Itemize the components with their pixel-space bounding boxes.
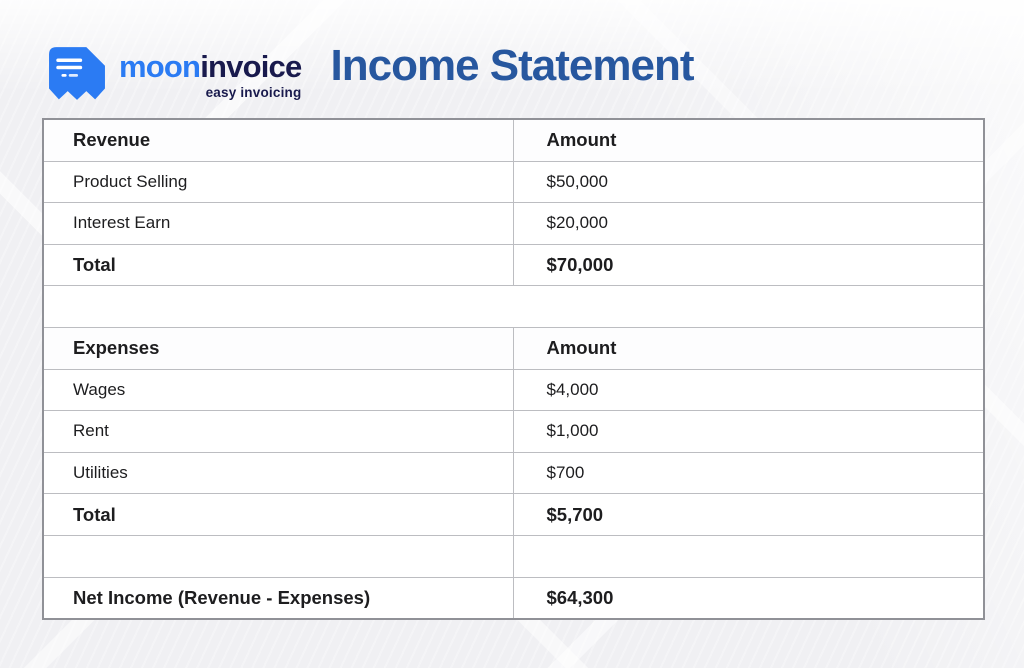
revenue-header-label: Revenue (42, 118, 514, 162)
brand-logo-text: mooninvoice easy invoicing (119, 44, 302, 100)
revenue-total-row: Total $70,000 (42, 243, 985, 287)
revenue-total-label: Total (42, 243, 514, 287)
expenses-header-amount: Amount (512, 326, 985, 370)
net-income-amount: $64,300 (512, 576, 985, 620)
revenue-header-row: Revenue Amount (42, 118, 985, 162)
expense-item-row: Rent $1,000 (42, 410, 985, 453)
expenses-header-row: Expenses Amount (42, 326, 985, 370)
revenue-item-amount: $20,000 (512, 202, 985, 245)
expenses-total-amount: $5,700 (512, 493, 985, 536)
revenue-item-row: Product Selling $50,000 (42, 160, 985, 204)
brand-name-moon: moon (119, 49, 201, 84)
revenue-item-label: Product Selling (42, 160, 514, 204)
invoice-document-icon (49, 47, 105, 100)
expense-item-amount: $1,000 (512, 410, 985, 453)
expense-item-amount: $4,000 (512, 368, 985, 412)
expense-item-amount: $700 (512, 451, 985, 495)
spacer-cell (42, 534, 514, 578)
spacer-row (42, 285, 985, 328)
revenue-item-row: Interest Earn $20,000 (42, 202, 985, 245)
net-income-row: Net Income (Revenue - Expenses) $64,300 (42, 576, 985, 620)
revenue-total-amount: $70,000 (512, 243, 985, 287)
spacer-cell (512, 534, 985, 578)
income-statement-table: Revenue Amount Product Selling $50,000 I… (42, 118, 985, 621)
spacer-cell (42, 285, 985, 328)
brand-tagline: easy invoicing (205, 85, 302, 100)
expenses-total-row: Total $5,700 (42, 493, 985, 536)
brand-name-invoice: invoice (200, 49, 302, 84)
revenue-item-label: Interest Earn (42, 202, 514, 245)
expenses-total-label: Total (42, 493, 514, 536)
revenue-header-amount: Amount (512, 118, 985, 162)
brand-name: mooninvoice (119, 49, 302, 84)
page-title: Income Statement (330, 41, 695, 90)
expenses-header-label: Expenses (42, 326, 514, 370)
spacer-row (42, 534, 985, 578)
net-income-label: Net Income (Revenue - Expenses) (42, 576, 514, 620)
expense-item-row: Wages $4,000 (42, 368, 985, 412)
brand-logo: mooninvoice easy invoicing (48, 44, 302, 102)
expense-item-row: Utilities $700 (42, 451, 985, 495)
revenue-item-amount: $50,000 (512, 160, 985, 204)
expense-item-label: Rent (42, 410, 514, 453)
expense-item-label: Wages (42, 368, 514, 412)
expense-item-label: Utilities (42, 451, 514, 495)
